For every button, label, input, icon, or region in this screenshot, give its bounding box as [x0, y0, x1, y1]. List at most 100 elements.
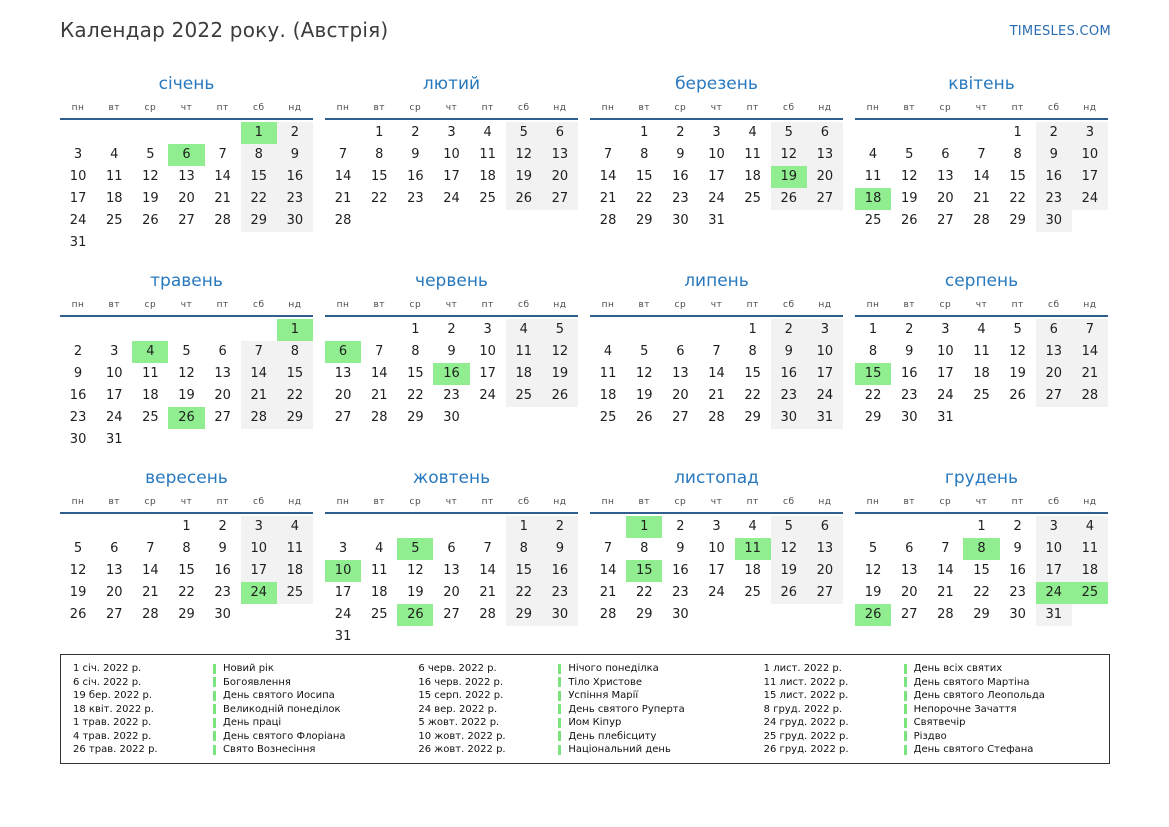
weekday-label: сб [783, 300, 795, 310]
day-cell: 18 [479, 169, 496, 184]
month-title: липень [684, 271, 749, 291]
weekday-label: чт [710, 497, 723, 507]
day-cell-holiday: 26 [855, 604, 892, 626]
day-cell: 20 [1035, 363, 1072, 385]
month-червень: червень пн вт ср чт пт сб нд 1 2 3 4 5 6 7 8 9 10 11 12 13 14… [325, 269, 578, 466]
day-cell: 6 [806, 122, 843, 144]
legend-row: 26 трав. 2022 р. Свято Вознесіння [73, 743, 406, 757]
day-cell: 30 [672, 607, 689, 622]
day-cell: 23 [407, 191, 424, 206]
day-cell: 19 [69, 585, 87, 600]
day-cell: 16 [276, 166, 313, 188]
day-cell: 11 [599, 366, 617, 381]
day-cell: 3 [338, 541, 348, 556]
weekday-label: сб [783, 497, 795, 507]
site-link[interactable]: TIMESLES.COM [1009, 24, 1111, 39]
day-cell: 30 [770, 407, 807, 429]
month-title: серпень [944, 271, 1019, 291]
weekday-label: чт [180, 103, 193, 113]
day-cell: 20 [937, 191, 954, 206]
weekday-label: нд [553, 103, 567, 113]
day-cell: 17 [240, 560, 277, 582]
day-cell-holiday: 18 [855, 188, 892, 210]
weekday-label: сб [253, 103, 265, 113]
day-cell: 28 [937, 607, 954, 622]
month-серпень: серпень пн вт ср чт пт сб нд 1 2 3 4 5 6 7 8 9 10 11 12 13 14… [855, 269, 1108, 466]
day-cell: 29 [505, 604, 542, 626]
day-cell: 1 [1013, 125, 1022, 140]
day-cell: 25 [973, 388, 990, 403]
legend-row: 24 вер. 2022 р. День святого Руперта [418, 703, 751, 717]
day-cell: 9 [676, 147, 685, 162]
day-cell: 30 [541, 604, 578, 626]
weekday-label: сб [253, 497, 265, 507]
legend-group: 6 черв. 2022 р. Нічого понеділка 16 черв. … [412, 662, 757, 763]
day-cell: 13 [900, 563, 918, 578]
empty-cell [963, 122, 999, 144]
weekday-label: нд [288, 103, 302, 113]
day-cell: 10 [1035, 538, 1072, 560]
header-rule [590, 512, 843, 514]
day-cell: 29 [973, 607, 990, 622]
legend-name-wrap: Богоявлення [213, 677, 406, 688]
day-cell: 24 [806, 385, 843, 407]
day-cell: 14 [973, 169, 990, 184]
day-cell: 2 [770, 319, 807, 341]
day-cell: 16 [900, 366, 918, 381]
weekday-header: пн вт ср чт пт сб нд [60, 298, 313, 313]
day-cell: 8 [240, 144, 277, 166]
day-cell: 21 [479, 585, 496, 600]
day-cell: 2 [73, 344, 83, 359]
day-cell: 21 [1071, 363, 1108, 385]
month-title: листопад [674, 468, 759, 488]
day-cell: 19 [505, 166, 542, 188]
weekday-label: сб [253, 300, 265, 310]
day-cell: 24 [708, 191, 725, 206]
legend-holiday-name: Різдво [913, 730, 947, 742]
legend-holiday-name: Богоявлення [223, 676, 291, 688]
legend-name-wrap: День плебісциту [558, 731, 751, 742]
legend-date: 25 груд. 2022 р. [763, 730, 849, 742]
weekday-label: пт [1011, 497, 1024, 507]
legend-name-wrap: Національний день [558, 744, 751, 755]
empty-cell [132, 122, 168, 144]
day-cell: 8 [1013, 147, 1022, 162]
day-cell: 14 [1071, 341, 1108, 363]
weekday-label: пн [71, 300, 85, 310]
day-cell: 22 [1009, 191, 1026, 206]
day-cell-holiday: 4 [132, 341, 169, 363]
day-cell: 2 [1035, 122, 1072, 144]
day-cell: 2 [676, 125, 685, 140]
day-cell: 29 [240, 210, 277, 232]
day-cell: 3 [1071, 122, 1108, 144]
day-cell: 28 [479, 607, 496, 622]
day-cell: 10 [937, 344, 954, 359]
legend-date: 15 лист. 2022 р. [763, 690, 849, 702]
day-cell: 30 [443, 410, 460, 425]
day-cell: 23 [770, 385, 807, 407]
day-cell: 15 [1009, 169, 1026, 184]
weekday-label: вт [108, 103, 120, 113]
day-cell: 4 [748, 125, 757, 140]
day-cell: 17 [708, 169, 725, 184]
holiday-marker-icon [903, 731, 907, 742]
day-cell: 20 [900, 585, 918, 600]
legend-date: 19 бер. 2022 р. [73, 690, 153, 702]
day-cell: 25 [479, 191, 496, 206]
day-cell: 6 [541, 122, 578, 144]
day-cell: 9 [676, 541, 685, 556]
header-rule [60, 512, 313, 514]
day-cell: 26 [900, 213, 918, 228]
month-січень: січень пн вт ср чт пт сб нд 1 2 3 4 5 6 7 8 9 10 11 12 13 14 1… [60, 72, 313, 269]
day-cell: 12 [770, 538, 807, 560]
day-cell: 18 [505, 363, 542, 385]
day-cell: 10 [105, 366, 123, 381]
day-cell: 25 [864, 213, 882, 228]
weekday-label: ср [674, 103, 687, 113]
day-cell: 31 [937, 410, 954, 425]
weekday-label: нд [288, 497, 302, 507]
day-cell: 22 [973, 585, 990, 600]
empty-cell [96, 122, 132, 144]
weekday-label: пт [1011, 103, 1024, 113]
day-cell: 16 [672, 563, 689, 578]
